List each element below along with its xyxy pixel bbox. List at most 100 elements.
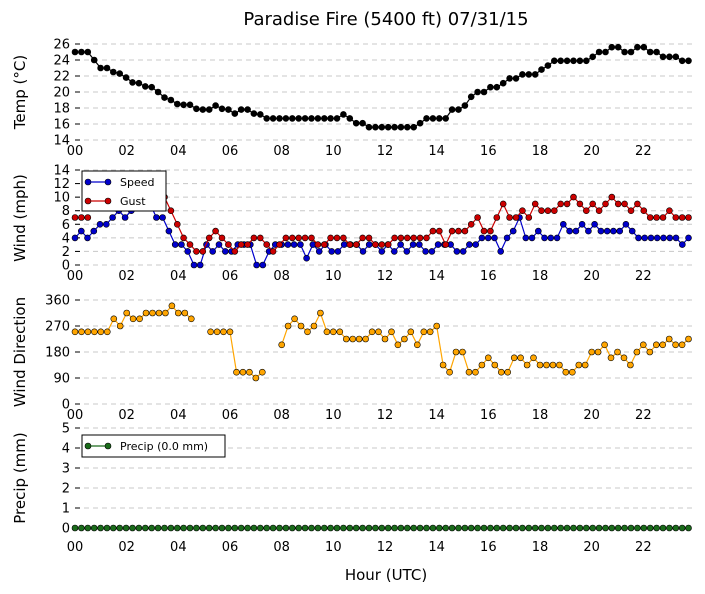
data-point bbox=[256, 524, 264, 532]
data-point bbox=[660, 234, 667, 242]
x-tick-label: 04 bbox=[170, 540, 187, 555]
data-point bbox=[614, 43, 622, 51]
data-point bbox=[384, 524, 392, 532]
data-point bbox=[226, 328, 234, 336]
data-point bbox=[378, 248, 386, 255]
data-point bbox=[423, 524, 430, 532]
data-point bbox=[678, 241, 686, 248]
x-tick-label: 12 bbox=[377, 269, 394, 284]
data-point bbox=[627, 361, 634, 369]
data-point bbox=[193, 105, 200, 113]
data-point bbox=[384, 241, 392, 248]
legend-box bbox=[81, 434, 226, 458]
data-point bbox=[237, 524, 245, 532]
data-point bbox=[646, 48, 654, 56]
data-point bbox=[429, 115, 437, 122]
data-point bbox=[397, 234, 405, 242]
data-point bbox=[142, 83, 149, 90]
data-point bbox=[340, 234, 347, 242]
data-point bbox=[541, 234, 548, 242]
data-point bbox=[403, 234, 411, 242]
data-point bbox=[685, 57, 692, 65]
data-point bbox=[416, 119, 424, 127]
data-point bbox=[556, 361, 563, 369]
data-point bbox=[346, 524, 354, 532]
x-tick-label: 16 bbox=[480, 408, 497, 423]
data-point bbox=[666, 53, 673, 61]
data-point bbox=[308, 115, 315, 122]
data-point bbox=[308, 234, 315, 242]
data-point bbox=[570, 193, 577, 201]
data-point bbox=[135, 524, 143, 532]
data-point bbox=[290, 241, 298, 248]
data-point bbox=[295, 234, 303, 242]
data-point bbox=[422, 248, 429, 255]
data-point bbox=[517, 354, 524, 362]
data-point bbox=[180, 234, 187, 242]
data-point bbox=[678, 57, 686, 65]
y-tick-label: 8 bbox=[62, 204, 70, 219]
data-point bbox=[190, 261, 198, 269]
x-tick-label: 16 bbox=[480, 144, 497, 159]
x-tick-label: 12 bbox=[377, 540, 394, 555]
data-point bbox=[365, 241, 373, 248]
data-point bbox=[550, 57, 558, 65]
data-point bbox=[84, 524, 92, 532]
data-point bbox=[308, 524, 315, 532]
data-point bbox=[362, 335, 369, 343]
data-point bbox=[491, 361, 499, 369]
data-point bbox=[320, 115, 328, 122]
data-point bbox=[220, 328, 227, 336]
data-point bbox=[186, 524, 194, 532]
legend-label: Precip (0.0 mm) bbox=[120, 440, 208, 453]
data-point bbox=[212, 524, 219, 532]
data-point bbox=[244, 106, 251, 113]
data-point bbox=[167, 207, 175, 214]
data-point bbox=[672, 53, 680, 61]
data-point bbox=[461, 102, 469, 109]
data-point bbox=[180, 101, 187, 109]
data-point bbox=[328, 248, 336, 255]
data-point bbox=[167, 96, 175, 104]
data-point bbox=[391, 524, 398, 532]
data-point bbox=[646, 524, 654, 532]
data-point bbox=[557, 200, 565, 208]
data-point bbox=[448, 227, 456, 235]
legend: Precip (0.0 mm) bbox=[81, 434, 226, 458]
data-point bbox=[659, 524, 667, 532]
data-point bbox=[314, 524, 322, 532]
y-tick-label: 10 bbox=[53, 191, 70, 206]
data-point bbox=[103, 64, 111, 72]
data-point bbox=[493, 524, 501, 532]
legend-label: Speed bbox=[120, 176, 154, 189]
y-tick-label: 2 bbox=[62, 245, 70, 260]
data-point bbox=[276, 241, 283, 248]
data-point bbox=[582, 57, 590, 65]
data-point bbox=[165, 227, 173, 235]
data-point bbox=[678, 214, 686, 221]
data-point bbox=[493, 214, 501, 221]
y-axis-label: Precip (mm) bbox=[11, 432, 29, 523]
data-point bbox=[384, 123, 392, 131]
data-point bbox=[528, 234, 536, 242]
data-point bbox=[256, 234, 264, 242]
data-point bbox=[282, 115, 290, 122]
data-point bbox=[110, 68, 117, 76]
data-point bbox=[641, 234, 649, 242]
data-point bbox=[276, 115, 283, 122]
data-point bbox=[519, 524, 526, 532]
data-point bbox=[576, 524, 584, 532]
data-point bbox=[563, 524, 571, 532]
data-point bbox=[575, 361, 583, 369]
data-point bbox=[178, 241, 185, 248]
data-point bbox=[142, 309, 150, 317]
data-point bbox=[301, 524, 309, 532]
data-point bbox=[199, 524, 207, 532]
data-point bbox=[154, 88, 162, 96]
data-point bbox=[359, 524, 366, 532]
data-point bbox=[239, 368, 247, 376]
data-point bbox=[429, 524, 437, 532]
data-point bbox=[199, 106, 207, 113]
data-point bbox=[459, 348, 466, 356]
x-tick-label: 02 bbox=[118, 144, 135, 159]
